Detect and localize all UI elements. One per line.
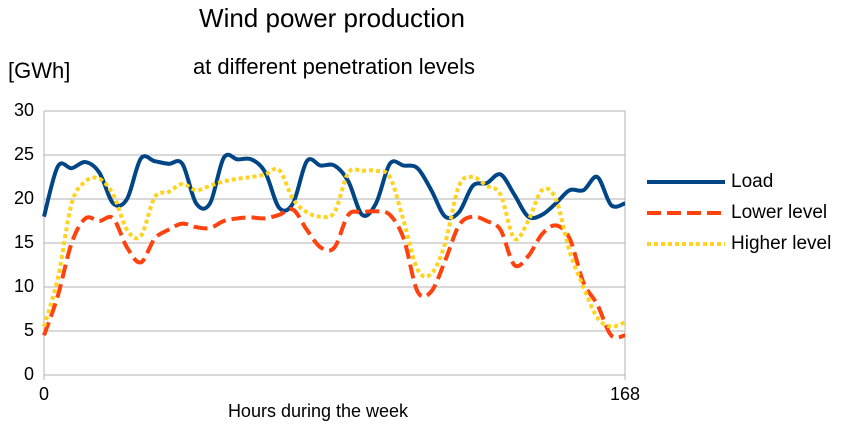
y-tick-label: 30 (14, 100, 34, 120)
legend-label: Load (731, 171, 773, 192)
legend-label: Higher level (731, 233, 831, 254)
series-line (42, 166, 626, 329)
series-line (42, 152, 626, 221)
series-line (42, 207, 626, 340)
y-tick-label: 25 (14, 144, 34, 164)
y-tick-label: 15 (14, 232, 34, 252)
y-axis-label: [GWh] (8, 58, 70, 83)
y-tick-label: 5 (24, 320, 34, 340)
x-tick-label: 168 (610, 384, 640, 404)
x-axis-label: Hours during the week (228, 401, 409, 421)
legend-label: Lower level (731, 202, 827, 223)
chart-title: Wind power production (199, 3, 465, 33)
y-tick-label: 0 (24, 364, 34, 384)
chart-subtitle: at different penetration levels (193, 54, 475, 79)
y-tick-label: 10 (14, 276, 34, 296)
y-tick-label: 20 (14, 188, 34, 208)
x-tick-label: 0 (39, 384, 49, 404)
